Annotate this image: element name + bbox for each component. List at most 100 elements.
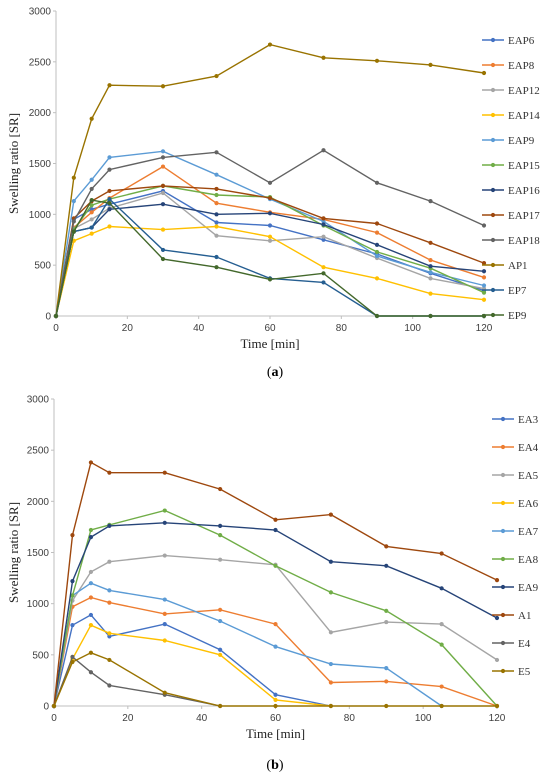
series-line-ea4 xyxy=(53,596,498,707)
series-line-ea5 xyxy=(53,554,498,707)
data-point-ep9 xyxy=(374,313,380,319)
data-point-eap17 xyxy=(214,186,219,192)
legend-marker xyxy=(500,444,506,450)
y-tick-label: 2000 xyxy=(27,497,50,508)
legend-label: EA5 xyxy=(518,470,539,482)
data-point-ea5 xyxy=(107,559,112,564)
data-point-ea4 xyxy=(328,680,333,685)
data-point-ea3 xyxy=(218,647,223,652)
legend-marker xyxy=(500,500,506,506)
legend-marker xyxy=(490,137,496,143)
data-point-eap18 xyxy=(481,223,487,228)
legend-item-e4: E4 xyxy=(492,638,531,650)
legend-item-ea6: EA6 xyxy=(492,498,539,510)
y-tick-label: 3000 xyxy=(29,7,52,18)
y-tick-label: 1000 xyxy=(29,210,52,221)
data-point-ap1 xyxy=(160,84,166,89)
data-point-ea7 xyxy=(218,618,223,624)
legend-label: EAP16 xyxy=(508,185,540,197)
data-point-ep9 xyxy=(71,229,76,234)
data-point-ea4 xyxy=(218,607,223,612)
data-point-ep7 xyxy=(321,280,326,285)
x-tick-label: 80 xyxy=(344,713,356,724)
data-point-ep7 xyxy=(107,196,112,202)
legend-label: EAP14 xyxy=(508,110,540,122)
legend-item-eap17: EAP17 xyxy=(482,210,540,222)
data-point-eap14 xyxy=(267,234,273,239)
legend-item-ea3: EA3 xyxy=(492,414,539,426)
data-point-ep7 xyxy=(160,247,166,253)
data-point-eap8 xyxy=(160,164,166,169)
data-point-e5 xyxy=(70,659,75,665)
data-point-ea5 xyxy=(88,569,94,575)
series-eap18 xyxy=(53,148,487,319)
y-axis-title: Swelling ratio [SR] xyxy=(6,502,21,603)
data-point-ea7 xyxy=(384,666,389,671)
legend-label: E4 xyxy=(518,638,531,650)
series-eap9 xyxy=(53,149,487,319)
x-tick-label: 120 xyxy=(476,323,493,334)
data-point-ea8 xyxy=(70,593,75,598)
data-point-ep9 xyxy=(321,271,326,276)
data-point-eap15 xyxy=(89,203,94,208)
data-point-ea5 xyxy=(494,657,500,663)
data-point-eap15 xyxy=(374,249,380,255)
data-point-eap8 xyxy=(214,201,219,206)
legend-marker xyxy=(500,584,506,590)
data-point-eap6 xyxy=(214,220,219,225)
data-point-ea8 xyxy=(328,590,333,595)
legend-item-eap12: EAP12 xyxy=(482,85,540,97)
data-point-a1 xyxy=(494,578,500,583)
x-tick-label: 0 xyxy=(53,323,59,334)
legend-item-ea9: EA9 xyxy=(492,582,539,594)
data-point-ea9 xyxy=(328,559,333,564)
y-tick-label: 1500 xyxy=(27,548,50,559)
y-tick-label: 1000 xyxy=(27,599,50,610)
data-point-a1 xyxy=(384,544,389,549)
data-point-ea8 xyxy=(88,527,94,533)
data-point-ea4 xyxy=(107,600,112,605)
data-point-eap14 xyxy=(481,297,487,302)
series-line-ep9 xyxy=(55,199,484,317)
legend-item-ea5: EA5 xyxy=(492,470,539,482)
legend-label: EA6 xyxy=(518,498,539,510)
data-point-eap9 xyxy=(71,199,76,204)
legend-item-eap18: EAP18 xyxy=(482,235,540,247)
data-point-eap17 xyxy=(107,188,112,194)
legend-item-eap16: EAP16 xyxy=(482,185,540,197)
data-point-a1 xyxy=(273,517,278,522)
legend-item-eap6: EAP6 xyxy=(482,35,535,47)
data-point-e5 xyxy=(273,703,278,709)
y-tick-label: 1500 xyxy=(29,159,52,170)
data-point-a1 xyxy=(107,470,112,475)
caption-b: (b) xyxy=(266,758,284,773)
series-line-eap16 xyxy=(55,203,485,317)
legend-marker xyxy=(500,668,506,674)
data-point-eap16 xyxy=(160,202,166,207)
data-point-ea4 xyxy=(88,595,94,600)
data-point-ea8 xyxy=(273,563,278,568)
data-point-eap16 xyxy=(107,207,112,212)
series-ea8 xyxy=(51,508,500,709)
series-ea7 xyxy=(51,581,444,709)
data-point-eap9 xyxy=(481,283,487,288)
legend-label: EAP6 xyxy=(508,35,535,47)
data-point-eap8 xyxy=(374,230,380,235)
legend-marker xyxy=(490,187,496,193)
y-tick-label: 2000 xyxy=(29,108,52,119)
data-point-ap1 xyxy=(374,58,380,63)
chart-b-svg: 0 500 1000 1500 2000 2500 3000 0 20 40 60 80 100 120 T… xyxy=(6,395,539,742)
series-eap17 xyxy=(53,183,487,319)
x-tick-label: 120 xyxy=(489,713,506,724)
data-point-eap17 xyxy=(321,216,326,221)
legend-item-ep9: EP9 xyxy=(482,310,527,322)
data-point-a1 xyxy=(439,551,444,556)
x-tick-label: 40 xyxy=(193,323,205,334)
series-line-ea3 xyxy=(53,614,332,707)
legend-item-eap15: EAP15 xyxy=(482,160,540,172)
data-point-eap9 xyxy=(89,177,94,182)
data-point-eap9 xyxy=(428,270,433,275)
data-point-eap18 xyxy=(428,199,433,204)
data-point-ea3 xyxy=(273,692,278,697)
data-point-a1 xyxy=(328,512,333,517)
